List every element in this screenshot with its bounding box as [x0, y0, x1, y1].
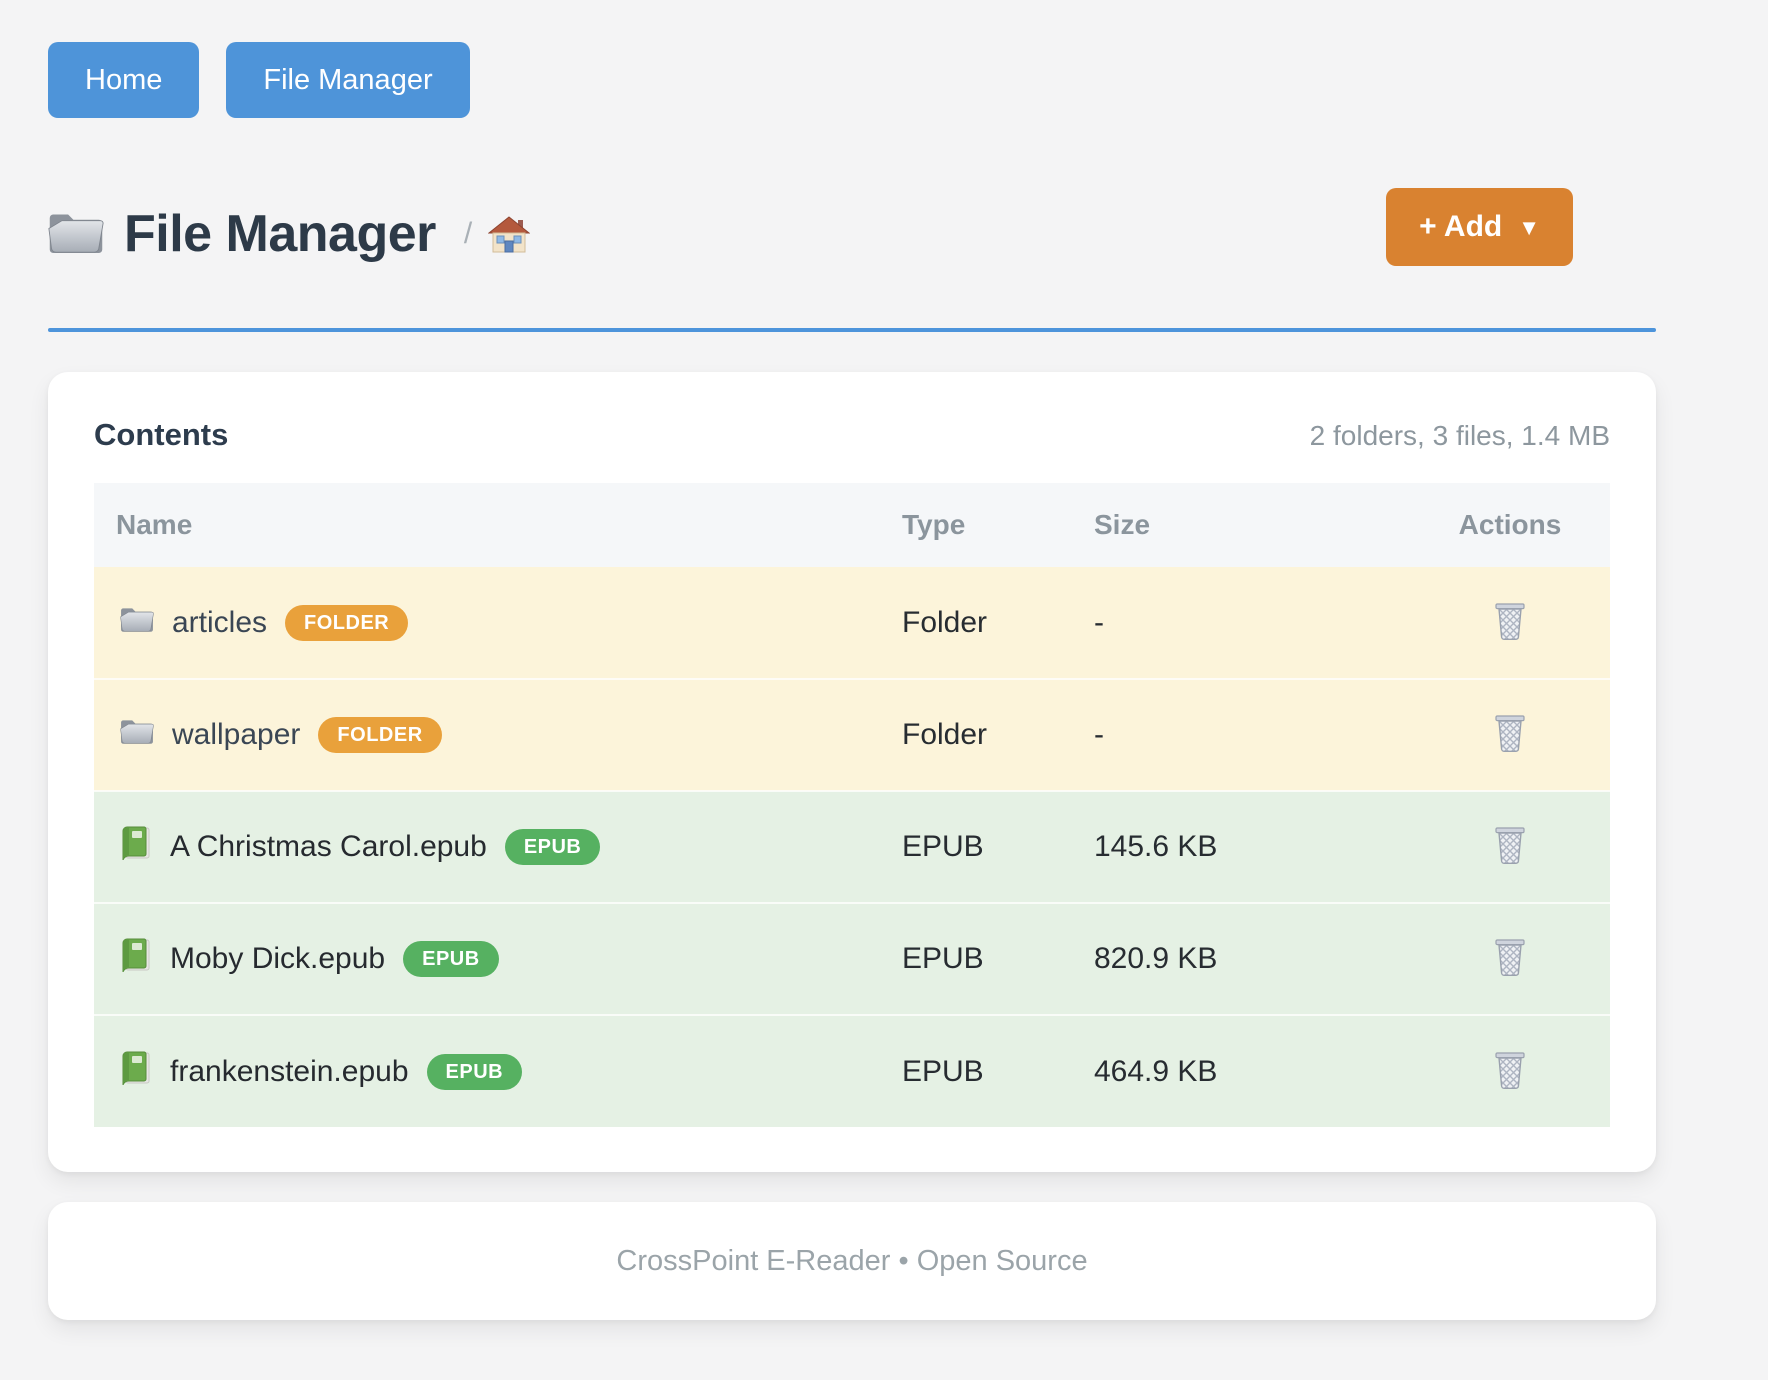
page-header: File Manager / + Add ▼ — [48, 188, 1656, 280]
wastebasket-icon — [1492, 854, 1528, 869]
green-book-icon — [120, 826, 152, 868]
column-header-size: Size — [1092, 483, 1410, 567]
header-divider — [48, 328, 1656, 332]
delete-button[interactable] — [1488, 1045, 1532, 1098]
item-type: EPUB — [900, 902, 1092, 1015]
item-size: - — [1092, 567, 1410, 679]
column-header-type: Type — [900, 483, 1092, 567]
type-badge: EPUB — [403, 941, 499, 977]
house-icon[interactable] — [488, 216, 530, 259]
footer: CrossPoint E-Reader • Open Source — [48, 1202, 1656, 1320]
green-book-icon — [120, 938, 152, 980]
item-size: 145.6 KB — [1092, 790, 1410, 903]
delete-button[interactable] — [1488, 708, 1532, 761]
folder-icon — [120, 605, 154, 641]
type-badge: EPUB — [504, 829, 601, 865]
delete-button[interactable] — [1488, 932, 1532, 985]
green-book-icon — [120, 1051, 152, 1093]
wastebasket-icon — [1492, 630, 1528, 645]
footer-text: CrossPoint E-Reader • Open Source — [616, 1244, 1088, 1277]
wastebasket-icon — [1492, 1079, 1528, 1094]
item-size: 464.9 KB — [1092, 1014, 1410, 1127]
page-title: File Manager — [124, 205, 436, 263]
item-type: Folder — [900, 678, 1092, 791]
column-header-actions: Actions — [1410, 483, 1610, 567]
add-button-label: + Add — [1419, 210, 1503, 243]
caret-down-icon: ▼ — [1518, 215, 1540, 240]
home-button[interactable]: Home — [48, 42, 200, 118]
type-badge: FOLDER — [318, 717, 442, 753]
item-type: EPUB — [900, 790, 1092, 903]
add-button[interactable]: + Add ▼ — [1386, 188, 1573, 266]
file-row: A Christmas Carol.epub EPUB EPUB 145.6 K… — [94, 790, 1610, 903]
wastebasket-icon — [1492, 742, 1528, 757]
item-name[interactable]: wallpaper — [172, 718, 301, 751]
delete-button[interactable] — [1488, 596, 1532, 649]
folder-icon — [120, 717, 154, 753]
file-manager-button[interactable]: File Manager — [226, 42, 470, 118]
item-size: - — [1092, 678, 1410, 791]
item-type: EPUB — [900, 1014, 1092, 1127]
type-badge: FOLDER — [285, 604, 409, 641]
contents-card: Contents 2 folders, 3 files, 1.4 MB Name… — [48, 372, 1656, 1172]
contents-card-header: Contents 2 folders, 3 files, 1.4 MB — [94, 417, 1610, 453]
file-row: Moby Dick.epub EPUB EPUB 820.9 KB — [94, 902, 1610, 1015]
page: Home File Manager File Manager / + Add ▼… — [48, 0, 1656, 1320]
card-title: Contents — [94, 417, 229, 452]
column-header-name: Name — [94, 483, 900, 567]
breadcrumb-separator: / — [463, 217, 473, 250]
contents-summary: 2 folders, 3 files, 1.4 MB — [1309, 420, 1610, 451]
folder-icon — [48, 209, 104, 260]
file-table: Name Type Size Actions articles FOLDER F… — [94, 483, 1610, 1127]
item-name[interactable]: frankenstein.epub — [170, 1054, 409, 1088]
table-header-row: Name Type Size Actions — [94, 483, 1610, 567]
type-badge: EPUB — [426, 1053, 523, 1090]
folder-row: wallpaper FOLDER Folder - — [94, 678, 1610, 791]
item-type: Folder — [900, 567, 1092, 679]
breadcrumb: / — [464, 213, 530, 256]
top-nav: Home File Manager — [48, 42, 1656, 118]
item-name[interactable]: Moby Dick.epub — [170, 942, 386, 975]
item-name[interactable]: articles — [172, 605, 268, 639]
delete-button[interactable] — [1488, 820, 1532, 873]
wastebasket-icon — [1492, 966, 1528, 981]
item-size: 820.9 KB — [1092, 902, 1410, 1015]
folder-row: articles FOLDER Folder - — [94, 567, 1610, 679]
file-row: frankenstein.epub EPUB EPUB 464.9 KB — [94, 1014, 1610, 1127]
item-name[interactable]: A Christmas Carol.epub — [170, 830, 487, 863]
